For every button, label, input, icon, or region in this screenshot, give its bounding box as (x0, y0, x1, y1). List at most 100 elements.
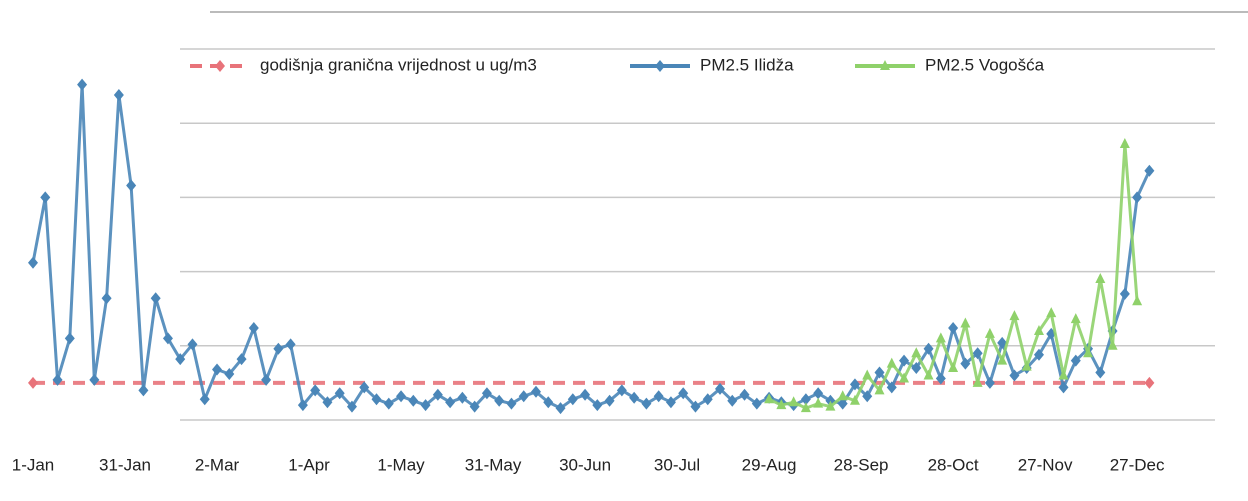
marker (310, 384, 321, 397)
marker (1119, 137, 1130, 148)
marker (776, 399, 787, 410)
marker (371, 393, 382, 406)
marker (567, 393, 578, 406)
marker (727, 394, 738, 407)
x-tick-label: 28-Oct (928, 455, 979, 474)
marker (432, 388, 443, 401)
x-tick-label: 30-Jun (559, 455, 611, 474)
legend-marker (880, 60, 890, 70)
marker (28, 256, 38, 269)
x-tick-label: 27-Dec (1110, 455, 1165, 474)
marker (764, 393, 775, 404)
marker (911, 362, 922, 375)
marker (960, 317, 971, 328)
marker (751, 397, 762, 410)
marker (984, 376, 995, 389)
marker (935, 372, 946, 385)
marker (383, 397, 394, 410)
marker (445, 396, 456, 409)
marker (28, 376, 38, 389)
marker (862, 390, 873, 403)
marker (849, 394, 860, 405)
marker (837, 397, 848, 410)
marker (690, 400, 701, 413)
marker (199, 393, 210, 406)
marker (1144, 164, 1155, 177)
marker (113, 89, 124, 102)
marker (420, 399, 431, 412)
marker (89, 373, 100, 386)
marker (800, 393, 811, 406)
marker (530, 385, 541, 398)
marker (984, 327, 995, 338)
marker (138, 384, 149, 397)
x-tick-label: 1-Jan (12, 455, 55, 474)
marker (849, 378, 860, 391)
marker (1033, 324, 1044, 335)
marker (494, 394, 505, 407)
marker (346, 400, 357, 413)
marker (837, 390, 848, 401)
marker (408, 394, 419, 407)
marker (1033, 348, 1044, 361)
marker (911, 347, 922, 358)
marker (285, 338, 296, 351)
x-tick-label: 28-Sep (834, 455, 889, 474)
marker (948, 362, 959, 373)
marker (297, 399, 308, 412)
marker (899, 354, 910, 367)
marker (1070, 313, 1081, 324)
marker (52, 373, 63, 386)
marker (641, 397, 652, 410)
marker (1132, 191, 1143, 204)
x-tick-label: 30-Jul (654, 455, 700, 474)
marker (248, 321, 259, 334)
marker (518, 390, 529, 403)
marker (629, 391, 640, 404)
marker (862, 369, 873, 380)
marker (665, 396, 676, 409)
marker (64, 332, 75, 345)
marker (236, 353, 247, 366)
marker (935, 332, 946, 343)
marker (1144, 376, 1155, 389)
marker (40, 191, 51, 204)
marker (960, 357, 971, 370)
marker (334, 387, 345, 400)
marker (948, 321, 959, 334)
marker (1070, 354, 1081, 367)
marker (1119, 287, 1130, 300)
legend-label: godišnja granična vrijednost u ug/m3 (260, 55, 537, 74)
marker (1021, 360, 1032, 371)
marker (555, 402, 566, 415)
legend-label: PM2.5 Ilidža (700, 55, 794, 74)
marker (506, 397, 517, 410)
marker (739, 388, 750, 401)
marker (874, 366, 885, 379)
marker (322, 396, 333, 409)
x-tick-label: 1-Apr (288, 455, 330, 474)
marker (972, 347, 983, 360)
legend-marker (655, 60, 665, 72)
marker (997, 336, 1008, 349)
marker (886, 357, 897, 368)
marker (972, 376, 983, 387)
marker (543, 396, 554, 409)
marker (359, 381, 370, 394)
marker (874, 384, 885, 395)
marker (800, 402, 811, 413)
marker (1058, 381, 1069, 394)
marker (899, 372, 910, 383)
marker (715, 382, 726, 395)
marker (481, 387, 492, 400)
marker (923, 369, 934, 380)
x-tick-label: 29-Aug (742, 455, 797, 474)
marker (77, 78, 88, 91)
x-tick-label: 1-May (377, 455, 425, 474)
marker (1095, 273, 1106, 284)
marker (162, 332, 173, 345)
marker (653, 390, 664, 403)
x-tick-label: 2-Mar (195, 455, 240, 474)
marker (825, 400, 836, 411)
